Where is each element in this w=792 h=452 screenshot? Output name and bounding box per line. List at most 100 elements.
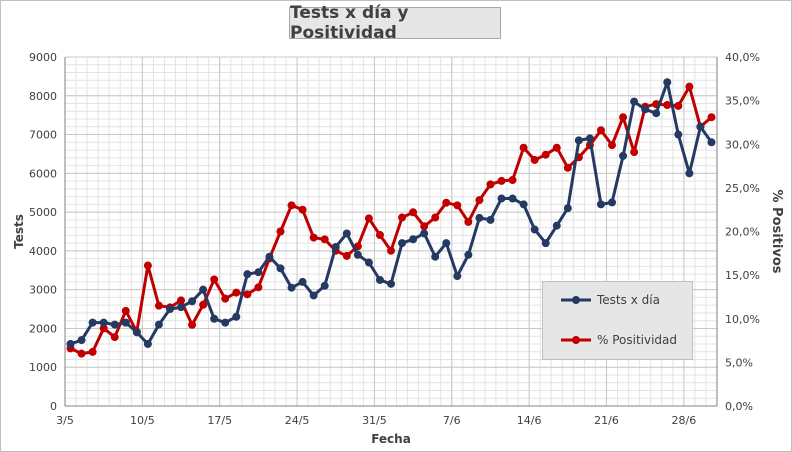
data-point-tests [309, 291, 318, 300]
data-point-positividad [309, 233, 318, 242]
x-tick-label: 14/6 [517, 414, 542, 427]
data-point-positividad [608, 141, 617, 150]
data-point-positividad [475, 196, 484, 205]
x-tick-label: 31/5 [362, 414, 387, 427]
data-point-positividad [199, 300, 208, 309]
data-point-tests [475, 213, 484, 222]
data-point-tests [442, 239, 451, 248]
data-point-tests [99, 318, 108, 327]
data-point-tests [121, 318, 130, 327]
data-point-tests [552, 221, 561, 230]
data-point-positividad [442, 198, 451, 207]
data-point-positividad [420, 222, 429, 231]
data-point-positividad [110, 333, 119, 342]
data-point-positividad [453, 201, 462, 210]
chart-title: Tests x día y Positividad [289, 3, 501, 43]
data-point-tests [221, 318, 230, 327]
data-point-tests [707, 138, 716, 147]
data-point-tests [641, 105, 650, 114]
data-point-positividad [519, 143, 528, 152]
legend-swatch-positividad [561, 336, 591, 344]
data-point-tests [265, 252, 274, 261]
data-point-tests [486, 215, 495, 224]
data-point-tests [331, 243, 340, 252]
legend-swatch-tests [561, 296, 591, 304]
x-tick-label: 24/5 [285, 414, 310, 427]
data-point-tests [453, 272, 462, 281]
data-point-positividad [342, 251, 351, 260]
data-point-tests [243, 270, 252, 279]
axes [64, 57, 718, 407]
data-point-positividad [630, 148, 639, 157]
y-tick-label-right: 15,0% [725, 269, 760, 282]
data-point-tests [232, 312, 241, 321]
data-point-tests [77, 336, 86, 345]
legend: Tests x día % Positividad [542, 281, 693, 360]
data-point-positividad [99, 324, 108, 333]
y-tick-label-left: 3000 [29, 284, 57, 297]
x-tick-label: 21/6 [594, 414, 619, 427]
data-point-positividad [530, 155, 539, 164]
data-point-tests [409, 235, 418, 244]
data-point-tests [497, 194, 506, 203]
y-axis-title-left: Tests [12, 214, 26, 249]
data-point-positividad [663, 100, 672, 109]
data-point-tests [342, 229, 351, 238]
y-tick-label-right: 0,0% [725, 400, 753, 413]
data-point-positividad [707, 113, 716, 122]
data-point-tests [652, 109, 661, 118]
data-point-positividad [287, 201, 296, 210]
data-point-positividad [563, 163, 572, 172]
data-point-tests [663, 78, 672, 87]
y-tick-label-right: 30,0% [725, 138, 760, 151]
data-point-tests [420, 229, 429, 238]
data-point-positividad [464, 217, 473, 226]
data-point-tests [66, 339, 75, 348]
data-point-tests [674, 130, 683, 139]
data-point-positividad [387, 246, 395, 255]
data-point-positividad [154, 301, 163, 310]
y-tick-label-left: 7000 [29, 129, 57, 142]
data-point-tests [276, 264, 285, 273]
data-point-tests [398, 239, 407, 248]
data-point-positividad [431, 213, 440, 222]
data-point-positividad [375, 230, 384, 239]
data-point-tests [464, 250, 473, 259]
data-point-positividad [298, 205, 307, 214]
y-tick-label-right: 20,0% [725, 226, 760, 239]
data-point-positividad [409, 208, 418, 217]
y-tick-label-right: 25,0% [725, 182, 760, 195]
data-point-positividad [685, 82, 694, 91]
data-point-tests [508, 194, 517, 203]
data-point-tests [88, 318, 97, 327]
data-point-tests [685, 169, 694, 178]
data-point-positividad [77, 349, 86, 358]
data-point-tests [630, 97, 639, 106]
legend-label-positividad: % Positividad [597, 333, 678, 347]
data-point-positividad [221, 294, 230, 303]
legend-item-positividad: % Positividad [561, 332, 677, 348]
data-point-tests [596, 200, 605, 209]
data-point-tests [199, 285, 208, 294]
data-point-tests [696, 122, 705, 131]
data-point-tests [132, 328, 141, 337]
data-point-positividad [596, 126, 605, 135]
data-point-positividad [276, 227, 285, 236]
y-tick-label-right: 5,0% [725, 356, 753, 369]
data-point-tests [110, 320, 119, 329]
data-point-tests [530, 225, 539, 234]
x-tick-label: 28/6 [671, 414, 696, 427]
y-tick-label-left: 0 [50, 400, 57, 413]
data-point-positividad [88, 347, 97, 356]
data-point-tests [287, 283, 296, 292]
data-point-positividad [552, 143, 561, 152]
data-point-tests [519, 200, 528, 209]
data-point-positividad [232, 288, 241, 297]
data-point-tests [210, 314, 219, 323]
y-tick-label-left: 1000 [29, 361, 57, 374]
data-point-tests [177, 303, 186, 312]
y-tick-label-left: 6000 [29, 167, 57, 180]
y-tick-label-right: 40,0% [725, 51, 760, 64]
